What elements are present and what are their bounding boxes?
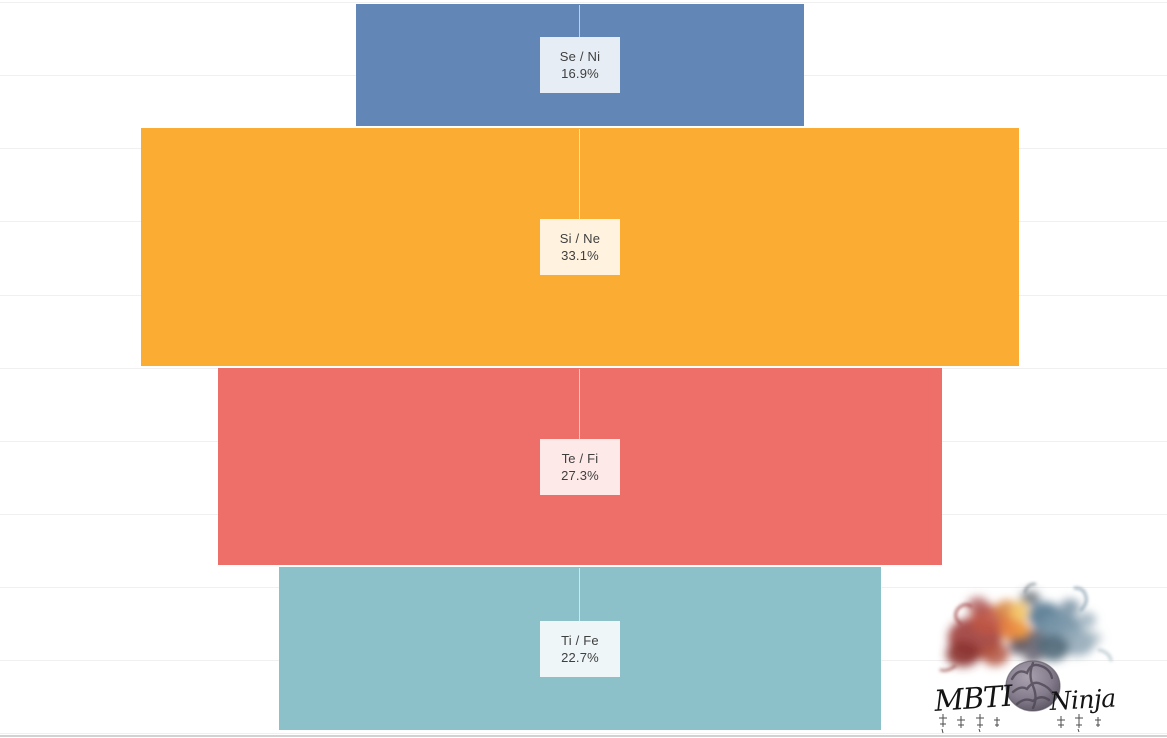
segment-category-text: Se / Ni (559, 49, 601, 64)
segment-label: Si / Ne 33.1% (540, 219, 620, 275)
segment-label: Se / Ni 16.9% (540, 37, 620, 93)
bottom-axis-line (0, 735, 1167, 737)
segment-category-text: Ti / Fe (561, 632, 599, 648)
label-connector-line (579, 568, 580, 621)
segment-category-text: Si / Ne (559, 231, 601, 246)
segment-category-text: Te / Fi (561, 450, 599, 466)
watermark-brand-right: Ninja (1048, 684, 1117, 716)
gridline (0, 2, 1167, 3)
ornament-drips-icon (939, 714, 1101, 734)
segment-label: Te / Fi 27.3% (540, 438, 620, 495)
brain-icon (1005, 660, 1061, 712)
watermark-brand-left: MBTI (933, 679, 1015, 719)
label-connector-line (579, 129, 580, 219)
smoke-cloud-icon (946, 591, 1102, 667)
smoke-wisps-icon (939, 582, 1113, 672)
segment-value-text: 27.3% (561, 467, 599, 483)
segment-value-text: 33.1% (561, 248, 599, 263)
segment-value-text: 16.9% (561, 66, 599, 81)
segment-value-text: 22.7% (561, 649, 599, 665)
segment-label: Ti / Fe 22.7% (540, 620, 620, 677)
label-connector-line (579, 5, 580, 37)
gridline (0, 733, 1167, 734)
label-connector-line (579, 369, 580, 439)
mbti-ninja-logo: MBTI Ninja (933, 582, 1117, 734)
